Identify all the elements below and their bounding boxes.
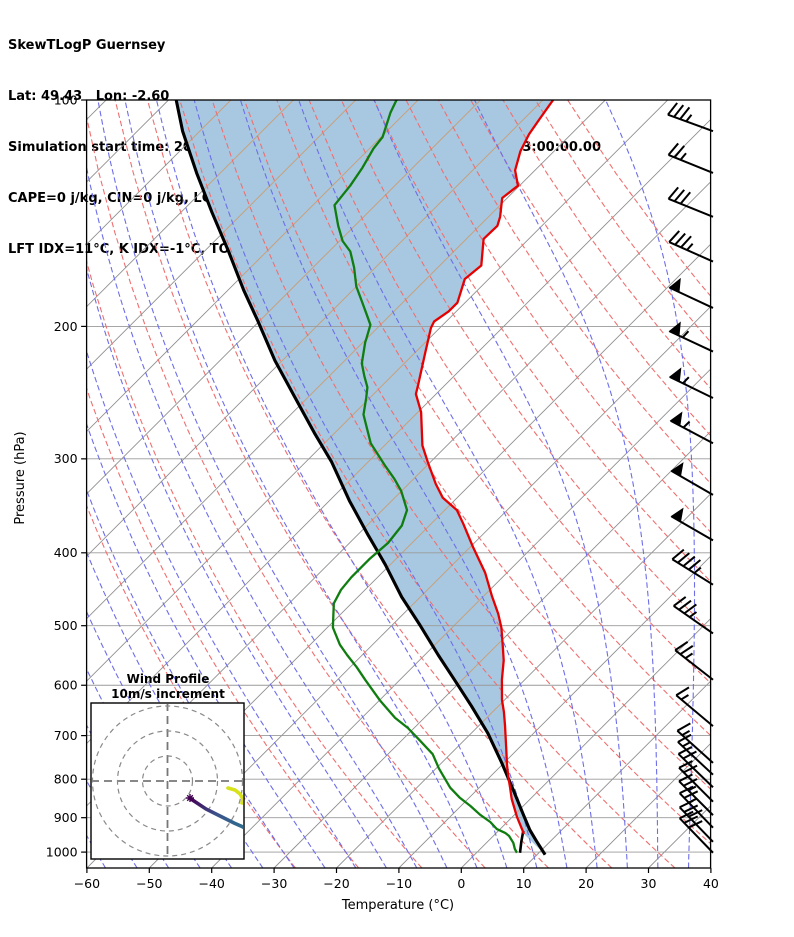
x-tick-label: −40	[199, 876, 225, 891]
hodograph-title-line1: Wind Profile	[127, 672, 210, 686]
hodograph-title-line2: 10m/s increment	[111, 687, 225, 701]
wind-barb	[673, 596, 714, 635]
y-tick-label: 700	[54, 728, 78, 743]
y-tick-label: 900	[54, 810, 78, 825]
x-tick-label: −10	[386, 876, 412, 891]
figure-title: SkewTLogP Guernsey	[8, 38, 166, 53]
surface-parcel-segment	[518, 830, 525, 853]
parcel-curve	[174, 100, 547, 856]
x-tick-label: 0	[457, 876, 465, 891]
wind-barb	[670, 462, 714, 496]
x-tick-label: 10	[516, 876, 532, 891]
hodograph-inset	[90, 702, 245, 860]
wind-barb	[670, 507, 714, 542]
wind-barb	[678, 760, 714, 803]
wind-barb	[668, 321, 714, 353]
wind-barb	[677, 746, 714, 788]
y-axis-title: Pressure (hPa)	[13, 431, 28, 524]
hodograph-trace-high	[226, 786, 243, 805]
wind-barb	[671, 548, 714, 586]
y-tick-label: 600	[54, 678, 78, 693]
x-tick-label: −60	[74, 876, 100, 891]
y-tick-label: 1000	[46, 845, 78, 860]
wind-barb	[668, 230, 714, 263]
x-tick-label: −20	[323, 876, 349, 891]
y-tick-label: 800	[54, 772, 78, 787]
hodograph-ring	[141, 755, 194, 807]
shade-region	[176, 100, 554, 855]
hodograph-ring	[116, 730, 219, 832]
wind-barb	[668, 277, 714, 309]
y-tick-label: 500	[54, 618, 78, 633]
hodograph-trace-low	[189, 797, 243, 830]
axes: −60 −50 −40 −30 −20 −10 0 10 20 30 40 100 200 300 400 5…	[46, 92, 719, 891]
wind-barb	[667, 142, 714, 174]
wind-barb	[675, 686, 714, 727]
x-tick-label: −30	[261, 876, 287, 891]
wind-barb	[669, 411, 714, 445]
x-tick-label: −50	[136, 876, 162, 891]
wind-barb	[678, 773, 714, 816]
wind-barb	[667, 186, 714, 218]
x-tick-label: 20	[578, 876, 594, 891]
hodograph-origin-marker	[186, 794, 194, 802]
wind-barbs	[667, 102, 714, 854]
wind-barb	[674, 641, 714, 681]
wind-barb	[677, 733, 714, 776]
hodograph-ring	[92, 705, 243, 857]
y-tick-label: 200	[54, 319, 78, 334]
wind-barb	[678, 810, 714, 854]
y-tick-label: 300	[54, 451, 78, 466]
y-tick-label: 400	[54, 545, 78, 560]
dry-adiabats	[86, 100, 711, 868]
wind-barb	[668, 367, 714, 399]
wind-barb	[676, 722, 714, 764]
x-tick-label: 40	[703, 876, 719, 891]
x-tick-label: 30	[641, 876, 657, 891]
wind-barb	[667, 102, 714, 133]
y-tick-label: 100	[54, 92, 78, 107]
x-axis-title: Temperature (°C)	[341, 898, 454, 913]
dewpoint-curve	[331, 100, 518, 854]
temperature-curve	[414, 100, 555, 835]
